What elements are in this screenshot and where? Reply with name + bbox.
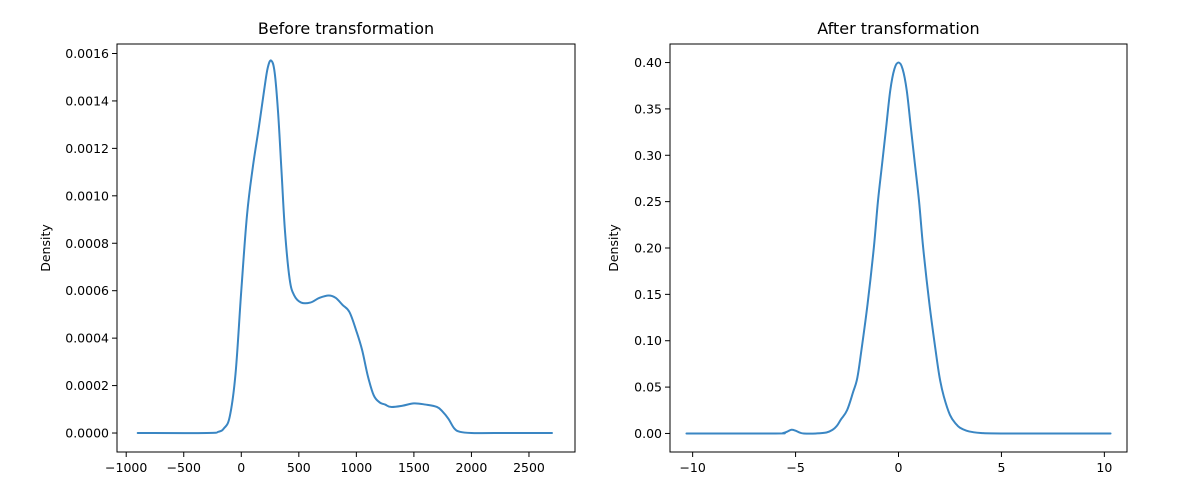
plot-frame — [669, 43, 1128, 453]
x-tick-label: 5 — [997, 460, 1005, 475]
y-tick-label: 0.40 — [634, 55, 662, 70]
y-tick-label: 0.00 — [634, 426, 662, 441]
y-tick-label: 0.0006 — [65, 283, 109, 298]
y-tick-label: 0.20 — [634, 241, 662, 256]
y-tick-label: 0.35 — [634, 101, 662, 116]
chart-title: Before transformation — [258, 19, 434, 38]
y-tick-label: 0.0002 — [65, 378, 109, 393]
x-tick-label: 1500 — [398, 460, 430, 475]
chart-title: After transformation — [817, 19, 979, 38]
x-tick-label: −500 — [167, 460, 201, 475]
density-curve — [136, 59, 553, 435]
y-tick-label: 0.30 — [634, 148, 662, 163]
y-tick-label: 0.10 — [634, 333, 662, 348]
x-tick-label: 1000 — [340, 460, 372, 475]
x-tick-label: 2000 — [456, 460, 488, 475]
y-tick-label: 0.05 — [634, 380, 662, 395]
y-axis-label: Density — [38, 224, 53, 272]
plot-frame — [116, 43, 576, 453]
y-tick-label: 0.0000 — [65, 426, 109, 441]
x-tick-label: 2500 — [513, 460, 545, 475]
x-tick-label: −5 — [786, 460, 804, 475]
chart-after-transformation: After transformation Density −10 −5 0 5 10 0.00… — [606, 19, 1128, 475]
x-tick-label: −1000 — [105, 460, 147, 475]
y-tick-label: 0.0012 — [65, 141, 109, 156]
y-axis-label: Density — [606, 224, 621, 272]
x-tick-label: −10 — [679, 460, 705, 475]
y-tick-label: 0.0014 — [65, 93, 109, 108]
x-tick-label: 500 — [287, 460, 311, 475]
x-tick-label: 0 — [895, 460, 903, 475]
y-tick-label: 0.0008 — [65, 236, 109, 251]
y-tick-label: 0.15 — [634, 287, 662, 302]
y-tick-label: 0.0004 — [65, 331, 109, 346]
x-tick-label: 0 — [237, 460, 245, 475]
y-tick-label: 0.25 — [634, 194, 662, 209]
y-tick-label: 0.0016 — [65, 46, 109, 61]
y-tick-label: 0.0010 — [65, 188, 109, 203]
chart-before-transformation: Before transformation Density −1000 −500 0 50… — [38, 19, 576, 475]
density-curve — [685, 61, 1112, 435]
x-tick-label: 10 — [1096, 460, 1112, 475]
